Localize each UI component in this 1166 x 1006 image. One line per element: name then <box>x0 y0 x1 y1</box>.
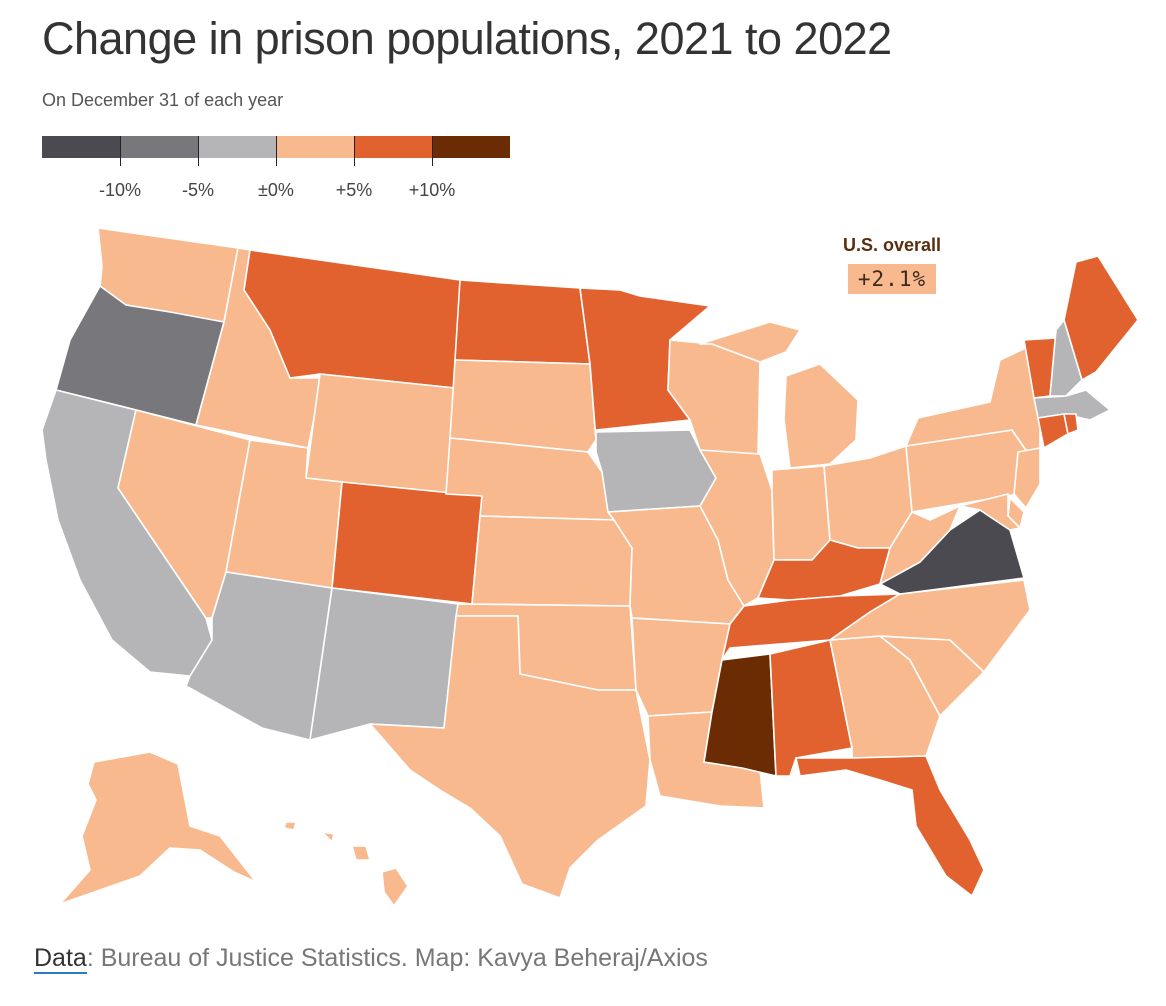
legend-swatch <box>276 136 354 158</box>
us-map <box>41 227 1139 907</box>
legend-bar <box>42 136 510 158</box>
legend-swatch <box>354 136 432 158</box>
state-maryland[interactable] <box>959 493 1021 531</box>
legend-swatch <box>432 136 510 158</box>
source-text: : Bureau of Justice Statistics. Map: Kav… <box>86 944 708 972</box>
state-new-mexico[interactable] <box>309 587 459 741</box>
state-north-dakota[interactable] <box>454 279 591 365</box>
state-south-dakota[interactable] <box>449 359 597 453</box>
state-hawaii[interactable] <box>283 821 409 907</box>
legend-swatch <box>42 136 120 158</box>
state-michigan[interactable] <box>699 321 859 469</box>
chart-subtitle: On December 31 of each year <box>42 90 284 110</box>
state-rhode-island[interactable] <box>1063 413 1079 435</box>
hawaii-island <box>283 821 297 831</box>
state-maine[interactable] <box>1063 255 1139 381</box>
legend-tick <box>120 136 121 166</box>
state-colorado[interactable] <box>331 481 483 605</box>
color-legend: -10% -5% ±0% +5% +10% <box>42 136 512 202</box>
legend-swatch <box>120 136 198 158</box>
state-west-virginia[interactable] <box>879 505 961 585</box>
hawaii-island <box>381 867 409 907</box>
state-new-hampshire[interactable] <box>1049 319 1083 397</box>
state-connecticut[interactable] <box>1037 413 1069 449</box>
legend-tick <box>432 136 433 166</box>
legend-label: -10% <box>98 180 142 200</box>
state-kansas[interactable] <box>471 515 633 607</box>
hawaii-island <box>321 831 335 843</box>
legend-swatch <box>198 136 276 158</box>
us-overall-value: +2.1% <box>847 264 937 294</box>
legend-label: ±0% <box>258 180 294 200</box>
state-new-york[interactable] <box>905 345 1041 457</box>
state-alaska[interactable] <box>59 751 257 905</box>
us-overall-label: U.S. overall <box>842 235 942 255</box>
legend-label: -5% <box>181 180 215 200</box>
legend-label: +5% <box>335 180 373 200</box>
state-indiana[interactable] <box>771 465 831 561</box>
state-florida[interactable] <box>795 755 985 897</box>
source-note: Data: Bureau of Justice Statistics. Map:… <box>34 944 708 974</box>
chart-title: Change in prison populations, 2021 to 20… <box>42 13 892 64</box>
state-texas[interactable] <box>369 615 651 899</box>
legend-tick <box>276 136 277 166</box>
hawaii-island <box>351 845 371 861</box>
state-new-jersey[interactable] <box>1013 447 1041 509</box>
data-source-link[interactable]: Data <box>34 944 87 974</box>
legend-tick <box>354 136 355 166</box>
legend-tick <box>198 136 199 166</box>
state-wyoming[interactable] <box>305 373 456 495</box>
legend-label: +10% <box>408 180 456 200</box>
us-overall-callout: U.S. overall +2.1% <box>812 235 972 294</box>
